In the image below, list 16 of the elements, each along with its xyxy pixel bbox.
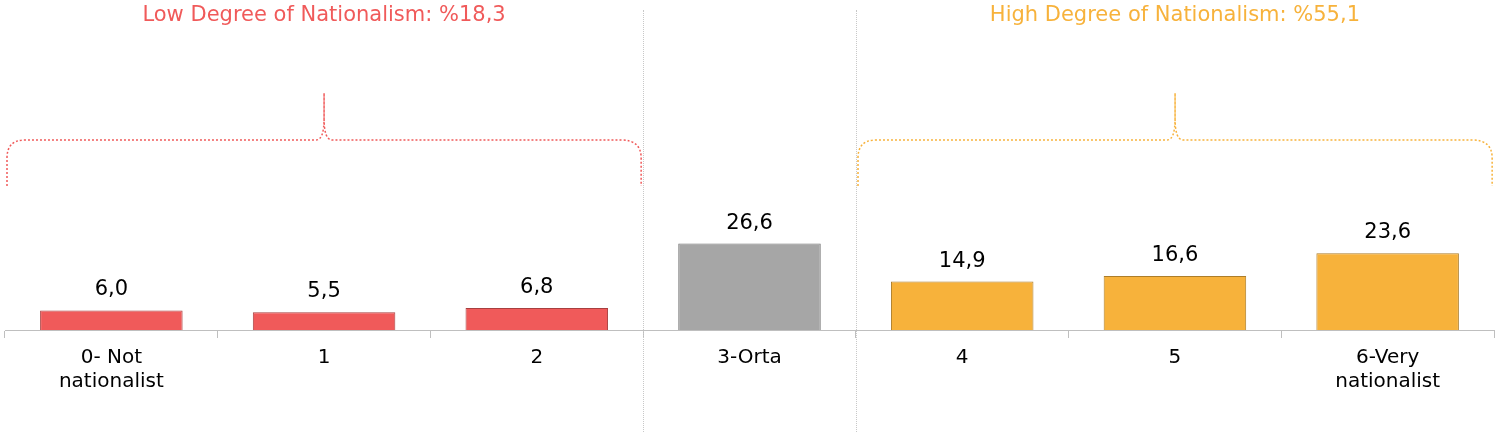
data-label: 14,9	[938, 247, 986, 272]
x-tick-label: 5	[1168, 344, 1182, 369]
data-label: 26,6	[726, 209, 773, 234]
text: High Degree of Nationalism: %55,1	[989, 2, 1361, 26]
x-tick-label: 1	[317, 344, 331, 369]
data-label: 23,6	[1364, 219, 1412, 244]
x-tick-label: 2	[530, 344, 544, 369]
x-tick-label: 0- Not nationalist	[58, 344, 164, 393]
data-label: 16,6	[1151, 242, 1199, 266]
data-label: 6,0	[94, 276, 129, 301]
data-label: 6,8	[520, 273, 554, 298]
x-tick-label: 4	[955, 344, 969, 369]
data-label: 5,5	[307, 278, 341, 303]
x-tick-label: 3-Orta	[717, 344, 782, 369]
x-tick-label: 6-Very nationalist	[1335, 344, 1441, 393]
text: Low Degree of Nationalism: %18,3	[142, 2, 506, 26]
